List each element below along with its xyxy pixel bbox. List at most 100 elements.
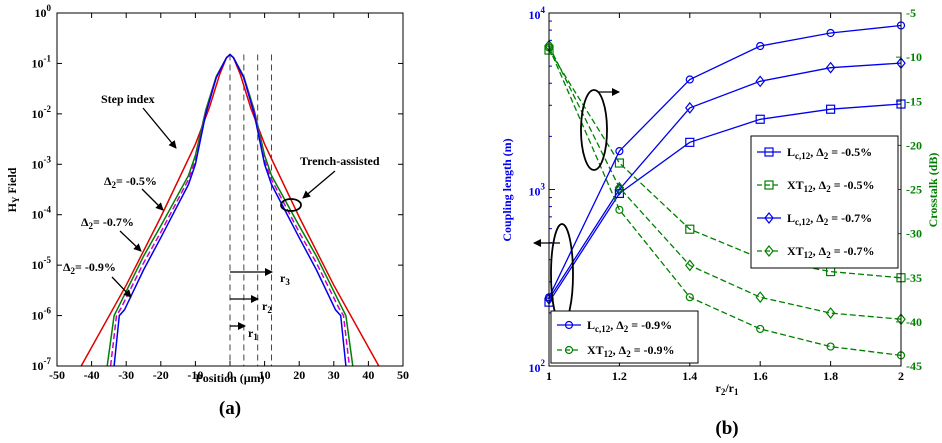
b-series-marker bbox=[755, 75, 765, 88]
b-series-marker bbox=[756, 41, 765, 51]
panel-a-x-axis-label: Position (μm) bbox=[195, 371, 264, 385]
panel-b-x-tick-labels: 1 1.2 1.4 1.6 1.8 2 bbox=[546, 369, 904, 383]
a-x-tick-label: 0 bbox=[227, 368, 233, 382]
a-series-line bbox=[113, 53, 347, 367]
legend-swatch-marker bbox=[564, 320, 574, 330]
b-series-marker bbox=[685, 101, 695, 114]
b-right-tick-label: -5 bbox=[906, 6, 916, 20]
legend-swatch-marker bbox=[764, 180, 774, 190]
b-x-tick-label: 1.4 bbox=[682, 369, 697, 383]
label-r2: r2 bbox=[262, 299, 272, 315]
panel-b-plot-frame bbox=[548, 12, 902, 367]
panel-a-field-profile: -50 -40 -30 -20 -10 0 10 20 30 40 50 10-710-610-51… bbox=[5, 3, 409, 419]
panel-b-left-tick-labels: 102 103 104 bbox=[529, 5, 546, 375]
b-x-tick-label: 2 bbox=[898, 369, 904, 383]
b-series-marker bbox=[826, 28, 835, 38]
a-x-tick-label: 10 bbox=[259, 368, 271, 382]
b-series-marker bbox=[685, 259, 695, 272]
b-series-marker bbox=[755, 291, 765, 304]
legend-entry-text: XT12, Δ2 = -0.5% bbox=[787, 178, 875, 194]
arrow-delta-05 bbox=[141, 188, 164, 211]
panel-a-y-tick-labels: 10-7 10-6 10-5 10-4 10-3 10-2 10-1 100 bbox=[32, 3, 52, 373]
b-x-tick-label: 1.8 bbox=[823, 369, 838, 383]
panel-a-y-axis-label: HY Field bbox=[5, 167, 21, 212]
legend-entry-text: XT12, Δ2 = -0.7% bbox=[787, 244, 875, 260]
b-series-marker bbox=[755, 114, 765, 124]
a-x-tick-label: -10 bbox=[187, 368, 203, 382]
annotation-delta-05: Δ2= -0.5% bbox=[104, 174, 157, 190]
a-y-tick-label: 10-7 bbox=[32, 356, 52, 373]
b-series-line bbox=[548, 49, 902, 279]
a-x-tick-label: 50 bbox=[397, 368, 409, 382]
legend-entry-text: Lc,12, Δ2 = -0.5% bbox=[787, 145, 872, 161]
legend-entry-text: Lc,12, Δ2 = -0.9% bbox=[587, 318, 672, 334]
a-y-tick-label: 10-4 bbox=[32, 205, 52, 222]
legend-entry-text: XT12, Δ2 = -0.9% bbox=[587, 343, 675, 359]
annotation-delta-09: Δ2= -0.9% bbox=[63, 260, 116, 276]
panel-a-x-tick-labels: -50 -40 -30 -20 -10 0 10 20 30 40 50 bbox=[49, 368, 409, 382]
a-x-tick-label: 20 bbox=[293, 368, 305, 382]
a-y-tick-label: 100 bbox=[35, 3, 52, 20]
b-series-marker bbox=[685, 137, 695, 147]
b-x-tick-label: 1.2 bbox=[612, 369, 627, 383]
arrow-delta-07 bbox=[119, 230, 142, 252]
legend-swatch-marker bbox=[564, 345, 574, 355]
b-series-line bbox=[548, 47, 902, 357]
b-series-marker bbox=[685, 224, 695, 234]
legend-swatch-marker bbox=[764, 212, 774, 224]
b-right-tick-label: -20 bbox=[906, 138, 922, 152]
annotation-trench-assisted: Trench-assisted bbox=[300, 154, 380, 168]
b-series-marker bbox=[685, 75, 694, 84]
a-x-tick-label: 30 bbox=[328, 368, 340, 382]
a-y-tick-label: 10-5 bbox=[32, 255, 52, 272]
b-series-line bbox=[548, 45, 902, 320]
a-y-tick-label: 10-6 bbox=[32, 306, 52, 323]
annotation-delta-07: Δ2= -0.7% bbox=[81, 215, 134, 231]
legend-swatch-marker bbox=[764, 245, 774, 257]
a-y-tick-label: 10-2 bbox=[32, 104, 52, 121]
b-x-tick-label: 1.6 bbox=[753, 369, 768, 383]
a-x-tick-label: -40 bbox=[84, 368, 100, 382]
b-series-marker bbox=[614, 181, 625, 194]
panel-a-radius-markers bbox=[229, 54, 273, 366]
b-right-tick-label: -25 bbox=[906, 183, 922, 197]
b-series-marker bbox=[825, 307, 836, 320]
ellipse-crosstalk-group bbox=[580, 89, 608, 171]
legend-box-right: Lc,12, Δ2 = -0.5% XT12, Δ2 = -0.5% Lc,12, … bbox=[750, 135, 899, 269]
b-series-line bbox=[548, 62, 902, 300]
ellipse-coupling-group bbox=[550, 223, 574, 325]
a-x-tick-label: -20 bbox=[153, 368, 169, 382]
trench-ellipse bbox=[280, 198, 302, 212]
b-series-marker bbox=[614, 158, 625, 168]
a-x-tick-label: 40 bbox=[362, 368, 374, 382]
b-series-marker bbox=[614, 183, 625, 196]
b-series-marker bbox=[615, 205, 624, 214]
legend-right-frame bbox=[750, 135, 899, 269]
b-series-marker bbox=[825, 61, 836, 74]
b-x-tick-label: 1 bbox=[546, 369, 552, 383]
a-x-tick-label: -50 bbox=[49, 368, 65, 382]
b-series-line bbox=[548, 103, 902, 303]
b-series-marker bbox=[825, 104, 836, 114]
panel-b-x-axis-label: r2/r1 bbox=[716, 381, 740, 397]
panel-b-caption: (b) bbox=[715, 418, 738, 439]
b-right-tick-label: -40 bbox=[906, 315, 922, 329]
panel-a-plot-frame bbox=[56, 12, 404, 367]
panel-b-right-tick-labels: -5 -10 -15 -20 -25 -30 -35 -40 -45 bbox=[906, 6, 922, 373]
arrow-delta-09 bbox=[111, 276, 132, 298]
a-y-tick-label: 10-1 bbox=[32, 53, 52, 70]
b-right-tick-label: -15 bbox=[906, 94, 922, 108]
b-right-tick-label: -35 bbox=[906, 271, 922, 285]
b-series-marker bbox=[685, 293, 694, 302]
panel-a-caption: (a) bbox=[219, 398, 241, 419]
b-series-marker bbox=[615, 147, 624, 156]
legend-entry-text: Lc,12, Δ2 = -0.7% bbox=[787, 211, 872, 227]
a-x-tick-label: -30 bbox=[118, 368, 134, 382]
panel-a-series bbox=[80, 53, 380, 367]
b-series-marker bbox=[756, 324, 765, 334]
b-left-tick-label: 104 bbox=[529, 5, 546, 22]
label-r3: r3 bbox=[280, 271, 290, 287]
legend-left-frame bbox=[550, 310, 699, 364]
a-y-tick-label: 10-3 bbox=[32, 154, 52, 171]
